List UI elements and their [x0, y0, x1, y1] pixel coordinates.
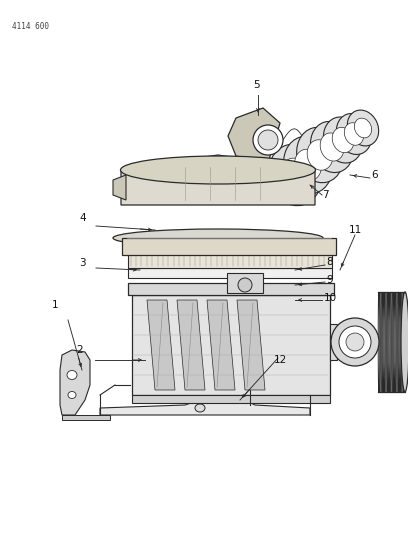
Text: 4: 4	[80, 213, 86, 223]
Ellipse shape	[394, 292, 395, 392]
Text: 6: 6	[372, 170, 378, 180]
Ellipse shape	[310, 122, 353, 173]
Ellipse shape	[307, 140, 333, 170]
Ellipse shape	[393, 292, 394, 392]
Ellipse shape	[388, 292, 389, 392]
Polygon shape	[227, 273, 263, 293]
Polygon shape	[207, 300, 235, 390]
Ellipse shape	[390, 292, 391, 392]
Ellipse shape	[403, 292, 404, 392]
Ellipse shape	[253, 125, 283, 155]
Ellipse shape	[382, 292, 383, 392]
Ellipse shape	[331, 318, 379, 366]
Ellipse shape	[401, 292, 408, 392]
Text: 12: 12	[273, 355, 287, 365]
Polygon shape	[330, 324, 337, 360]
Text: 2: 2	[77, 345, 83, 355]
Ellipse shape	[395, 292, 396, 392]
Polygon shape	[113, 175, 126, 200]
Ellipse shape	[67, 370, 77, 379]
Polygon shape	[228, 108, 280, 163]
Ellipse shape	[355, 118, 372, 138]
Polygon shape	[60, 350, 90, 415]
Ellipse shape	[387, 292, 388, 392]
Polygon shape	[128, 268, 332, 278]
Ellipse shape	[332, 127, 354, 152]
Text: 8: 8	[327, 257, 333, 267]
Ellipse shape	[336, 114, 372, 155]
Ellipse shape	[320, 133, 344, 161]
Ellipse shape	[401, 292, 402, 392]
Ellipse shape	[379, 292, 380, 392]
Polygon shape	[147, 300, 175, 390]
Ellipse shape	[268, 144, 322, 206]
Ellipse shape	[324, 117, 363, 163]
Text: 5: 5	[253, 80, 259, 90]
Ellipse shape	[404, 292, 405, 392]
Ellipse shape	[284, 136, 333, 193]
Polygon shape	[100, 400, 310, 415]
Ellipse shape	[398, 292, 399, 392]
Ellipse shape	[238, 278, 252, 292]
Ellipse shape	[297, 127, 344, 183]
Ellipse shape	[113, 229, 323, 247]
Polygon shape	[132, 295, 330, 395]
Ellipse shape	[399, 292, 400, 392]
Polygon shape	[62, 415, 110, 420]
Ellipse shape	[68, 392, 76, 399]
Text: 9: 9	[327, 275, 333, 285]
Ellipse shape	[400, 292, 401, 392]
Ellipse shape	[383, 292, 384, 392]
Ellipse shape	[258, 130, 278, 150]
Ellipse shape	[280, 158, 310, 192]
Polygon shape	[121, 155, 315, 205]
Ellipse shape	[344, 123, 364, 146]
Text: 4114 600: 4114 600	[12, 22, 49, 31]
Polygon shape	[128, 252, 332, 268]
Polygon shape	[128, 283, 334, 295]
Text: 1: 1	[52, 300, 58, 310]
Ellipse shape	[346, 333, 364, 351]
Ellipse shape	[195, 404, 205, 412]
Text: 11: 11	[348, 225, 361, 235]
Polygon shape	[132, 395, 330, 403]
Text: 3: 3	[79, 258, 85, 268]
Text: 7: 7	[322, 190, 328, 200]
Ellipse shape	[378, 292, 379, 392]
Ellipse shape	[384, 292, 385, 392]
Ellipse shape	[120, 156, 315, 184]
Ellipse shape	[339, 326, 371, 358]
Text: 10: 10	[324, 293, 337, 303]
Ellipse shape	[389, 292, 390, 392]
Ellipse shape	[295, 149, 322, 181]
Polygon shape	[122, 238, 336, 255]
Ellipse shape	[347, 110, 379, 146]
Polygon shape	[177, 300, 205, 390]
Polygon shape	[237, 300, 265, 390]
